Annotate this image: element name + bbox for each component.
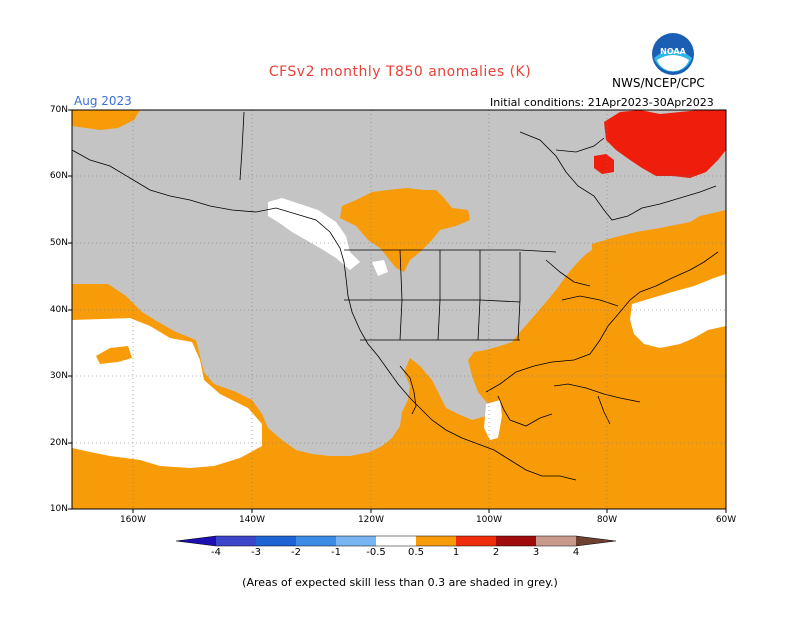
red-area-hudson-small [594, 154, 614, 174]
colorbar-label: -2 [291, 547, 301, 558]
colorbar-segment [576, 536, 616, 546]
colorbar-segment [336, 536, 376, 546]
white-area-great-lakes [372, 260, 388, 276]
colorbar-label: 3 [532, 547, 540, 558]
colorbar-label: -0.5 [366, 547, 386, 558]
organization-label: NWS/NCEP/CPC [612, 76, 705, 90]
lon-label: 160W [119, 515, 147, 525]
orange-patch-pacific-north [72, 110, 140, 130]
lon-label: 140W [238, 515, 266, 525]
colorbar-segment [176, 536, 216, 546]
colorbar-label: 0.5 [408, 547, 424, 558]
white-area-mexico [484, 400, 502, 440]
white-area-atlantic [630, 274, 726, 348]
colorbar-label: 2 [492, 547, 500, 558]
colorbar-segment [296, 536, 336, 546]
colorbar-segment [216, 536, 256, 546]
lat-label: 20N [49, 438, 68, 448]
lat-label: 10N [49, 504, 68, 514]
noaa-logo-icon: NOAA [652, 33, 694, 75]
graticule [72, 110, 726, 509]
white-area-northwest [268, 198, 360, 270]
colorbar-segment [416, 536, 456, 546]
lat-label: 40N [49, 305, 68, 315]
lon-label: 60W [715, 515, 737, 525]
lat-label: 60N [49, 171, 68, 181]
lat-label: 30N [49, 371, 68, 381]
lon-label: 80W [596, 515, 618, 525]
lat-label: 70N [49, 105, 68, 115]
initial-conditions: Initial conditions: 21Apr2023-30Apr2023 [490, 96, 714, 109]
axis-ticks [68, 109, 727, 513]
colorbar-segment [536, 536, 576, 546]
chart-title: CFSv2 monthly T850 anomalies (K) [268, 64, 532, 80]
colorbar-label: -4 [211, 547, 221, 558]
colorbar-segment [376, 536, 416, 546]
forecast-month: Aug 2023 [74, 94, 132, 108]
colorbar [175, 535, 617, 547]
orange-patch-east-canada [592, 210, 726, 300]
lon-label: 120W [357, 515, 385, 525]
colorbar-label: 4 [572, 547, 580, 558]
orange-patch-north-plains [340, 188, 470, 272]
orange-patch-pacific-center [96, 346, 132, 364]
footnote: (Areas of expected skill less than 0.3 a… [242, 576, 558, 589]
colorbar-label: -3 [251, 547, 261, 558]
low-skill-grey-region [72, 110, 726, 456]
logo-text: NOAA [660, 47, 686, 56]
colorbar-outline [175, 535, 617, 547]
colorbar-segment [256, 536, 296, 546]
colorbar-label: 1 [452, 547, 460, 558]
coastlines [72, 111, 719, 481]
red-area-hudson [604, 110, 726, 178]
colorbar-segment [456, 536, 496, 546]
lat-label: 50N [49, 238, 68, 248]
colorbar-label: -1 [331, 547, 341, 558]
colorbar-segment [496, 536, 536, 546]
lon-label: 100W [475, 515, 503, 525]
